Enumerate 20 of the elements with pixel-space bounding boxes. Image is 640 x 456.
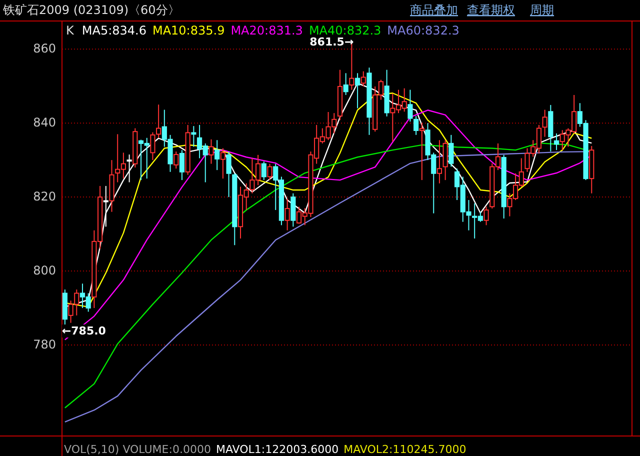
text: MAVOL2:110245.7000: [344, 443, 466, 456]
text: 查看期权: [467, 3, 515, 17]
annotation: K: [66, 23, 75, 38]
text: 周期: [530, 3, 554, 17]
text: MA40:832.3: [308, 23, 382, 38]
text: MA20:831.3: [230, 23, 303, 38]
text: VOL(5,10) VOLUME:0.0000: [64, 443, 211, 456]
annotation: 861.5→: [310, 36, 354, 49]
y-tick-label: 840: [33, 115, 56, 130]
y-tick-label: 780: [33, 337, 56, 352]
y-tick-label: 860: [33, 41, 56, 56]
chart-title: 铁矿石2009 (023109)〈60分〉: [2, 3, 180, 17]
y-tick-label: 800: [33, 263, 56, 278]
y-tick-label: 820: [33, 189, 56, 204]
annotation: ←785.0: [62, 324, 106, 338]
text: MA5:834.6: [82, 23, 146, 38]
text: MA10:835.9: [152, 23, 225, 38]
text: 商品叠加: [410, 3, 458, 17]
text: MA60:832.3: [387, 23, 460, 38]
text: MAVOL1:122003.6000: [216, 443, 339, 456]
